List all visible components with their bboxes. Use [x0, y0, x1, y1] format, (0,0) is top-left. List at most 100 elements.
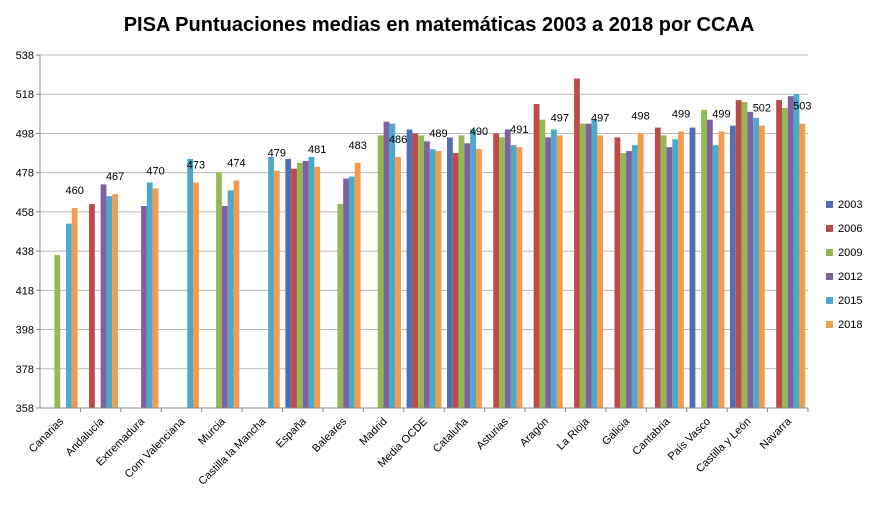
bar-2018	[233, 180, 240, 408]
bar-2018	[71, 207, 78, 408]
x-category-label: Cataluña	[431, 415, 471, 455]
x-category-label: Asturias	[474, 415, 511, 452]
bar-2012	[424, 141, 430, 409]
x-category-label: La Rioja	[555, 415, 593, 453]
bar-2009	[296, 162, 303, 408]
bar-2018	[112, 194, 119, 408]
x-category-label: Madrid	[357, 416, 389, 448]
x-category-label: Murcia	[196, 415, 228, 447]
bar-2015	[712, 145, 719, 408]
bar-2015	[348, 176, 355, 408]
x-category-label: España	[274, 415, 309, 450]
bar-2006	[493, 133, 500, 408]
bar-2018	[354, 162, 361, 408]
bar-2009	[701, 109, 707, 408]
legend-label: 2006	[838, 223, 862, 235]
legend-swatch-2012	[826, 273, 833, 280]
bar-2012	[302, 160, 309, 408]
data-label: 491	[510, 124, 528, 136]
legend-swatch-2009	[826, 249, 833, 256]
legend-label: 2015	[838, 295, 862, 307]
bar-2003	[406, 129, 413, 408]
bar-2009	[741, 102, 748, 408]
y-tick-label: 438	[16, 246, 34, 258]
data-label: 483	[348, 140, 366, 152]
bar-2006	[776, 100, 782, 409]
data-label: 502	[753, 103, 771, 115]
bar-2015	[227, 190, 234, 408]
bar-2018	[395, 156, 401, 408]
bar-2006	[574, 78, 580, 408]
bar-2018	[678, 131, 684, 409]
bar-2012	[747, 111, 754, 409]
x-category-label: Cantabria	[630, 415, 673, 458]
x-category-label: Canarias	[27, 415, 67, 455]
bar-2009	[579, 123, 586, 408]
y-tick-label: 358	[16, 403, 34, 415]
bar-2009	[337, 204, 344, 408]
data-label: 481	[308, 144, 326, 156]
bar-2015	[187, 158, 194, 408]
bar-2003	[729, 125, 736, 408]
bar-2006	[654, 127, 661, 408]
x-category-label: Baleares	[310, 415, 350, 455]
bar-2003	[285, 158, 292, 408]
bar-2009	[458, 135, 465, 408]
bar-2009	[499, 137, 505, 408]
bar-2018	[799, 123, 806, 408]
data-label: 486	[389, 134, 407, 146]
bar-2009	[660, 135, 667, 408]
y-tick-label: 458	[16, 207, 34, 219]
bar-2012	[383, 121, 390, 409]
x-category-label: Galicia	[600, 415, 633, 448]
legend-swatch-2018	[826, 321, 833, 328]
bar-2012	[100, 184, 107, 408]
bar-2003	[447, 137, 453, 408]
x-category-label: Aragón	[518, 416, 552, 450]
data-label: 498	[631, 110, 649, 122]
bar-2015	[510, 145, 517, 408]
legend-label: 2012	[838, 271, 862, 283]
bar-2009	[620, 153, 627, 408]
bar-2018	[758, 125, 765, 408]
bar-2009	[216, 172, 222, 408]
x-category-label: Navarra	[758, 415, 795, 452]
data-label: 497	[551, 112, 569, 124]
data-label: 460	[66, 185, 84, 197]
legend-swatch-2015	[826, 297, 833, 304]
y-axis: 358 378 398 418 438 458 478 498 518 538	[16, 50, 41, 415]
bar-2015	[591, 119, 598, 408]
bar-2018	[718, 131, 725, 409]
bar-2012	[585, 123, 592, 408]
y-tick-label: 538	[16, 50, 34, 62]
bar-2018	[637, 133, 644, 408]
bar-2012	[545, 137, 552, 408]
y-tick-label: 518	[16, 89, 34, 101]
bar-2015	[268, 156, 274, 408]
bar-2018	[597, 135, 604, 408]
bar-2018	[314, 166, 321, 408]
bar-2012	[343, 178, 349, 408]
bar-2018	[193, 182, 199, 408]
bar-2006	[735, 100, 742, 409]
bar-2006	[291, 168, 297, 408]
data-label: 490	[470, 126, 488, 138]
bar-2015	[146, 182, 153, 408]
bar-2015	[551, 129, 557, 408]
y-tick-label: 418	[16, 285, 34, 297]
legend: 2003 2006 2009 2012 2015 2018	[826, 199, 862, 331]
bar-2006	[452, 153, 459, 408]
data-labels: 460 467 470 473 474 479 481 483 486 489 490 491 497 4…	[66, 101, 812, 197]
legend-label: 2018	[838, 319, 862, 331]
bar-2012	[787, 96, 794, 409]
bar-2018	[516, 147, 523, 409]
data-label: 467	[106, 171, 124, 183]
bar-2012	[464, 143, 471, 408]
data-label: 489	[429, 128, 447, 140]
bar-2006	[89, 204, 95, 408]
bar-2012	[141, 206, 147, 408]
bar-2015	[470, 129, 477, 408]
y-tick-label: 378	[16, 364, 34, 376]
